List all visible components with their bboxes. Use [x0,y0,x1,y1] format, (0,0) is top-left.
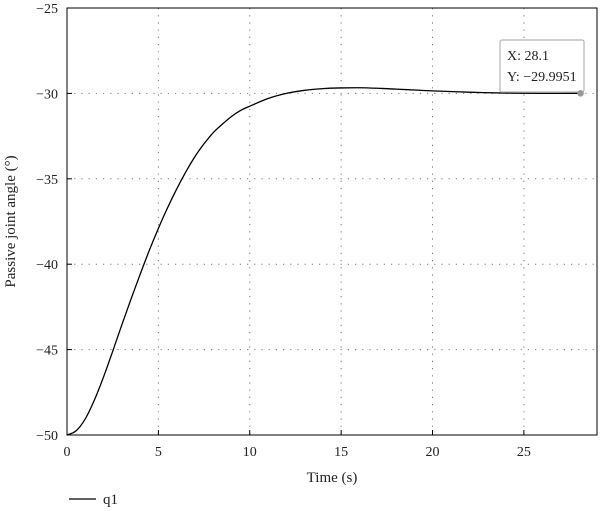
datatip: X: 28.1 Y: −29.9951 [499,39,585,97]
plot-frame [66,7,598,436]
x-tick-label: 15 [334,445,348,460]
x-tick-label: 25 [517,445,531,460]
y-axis-label: Passive joint angle (°) [3,155,19,287]
x-tick-label: 10 [243,445,257,460]
x-axis-label: Time (s) [307,470,358,486]
x-tick-label: 20 [426,445,440,460]
y-tick-label: −35 [36,173,58,188]
legend: q1 [69,492,118,508]
axis-ticks: 0 5 10 15 20 25 −50 −45 −40 −35 −30 −25 [36,2,531,460]
series-line-q1 [66,87,581,436]
datatip-marker [577,90,584,97]
x-tick-label: 5 [155,445,162,460]
y-tick-label: −50 [36,429,58,444]
datatip-x-label: X: 28.1 [507,49,549,64]
datatip-y-label: Y: −29.9951 [507,70,577,85]
y-tick-label: −45 [36,344,58,359]
series-layer [66,87,581,436]
y-tick-label: −25 [36,2,58,17]
y-tick-label: −40 [36,258,58,273]
datatip-box [499,39,585,93]
y-tick-label: −30 [36,87,58,102]
x-tick-label: 0 [64,445,71,460]
legend-label-q1: q1 [103,492,118,508]
